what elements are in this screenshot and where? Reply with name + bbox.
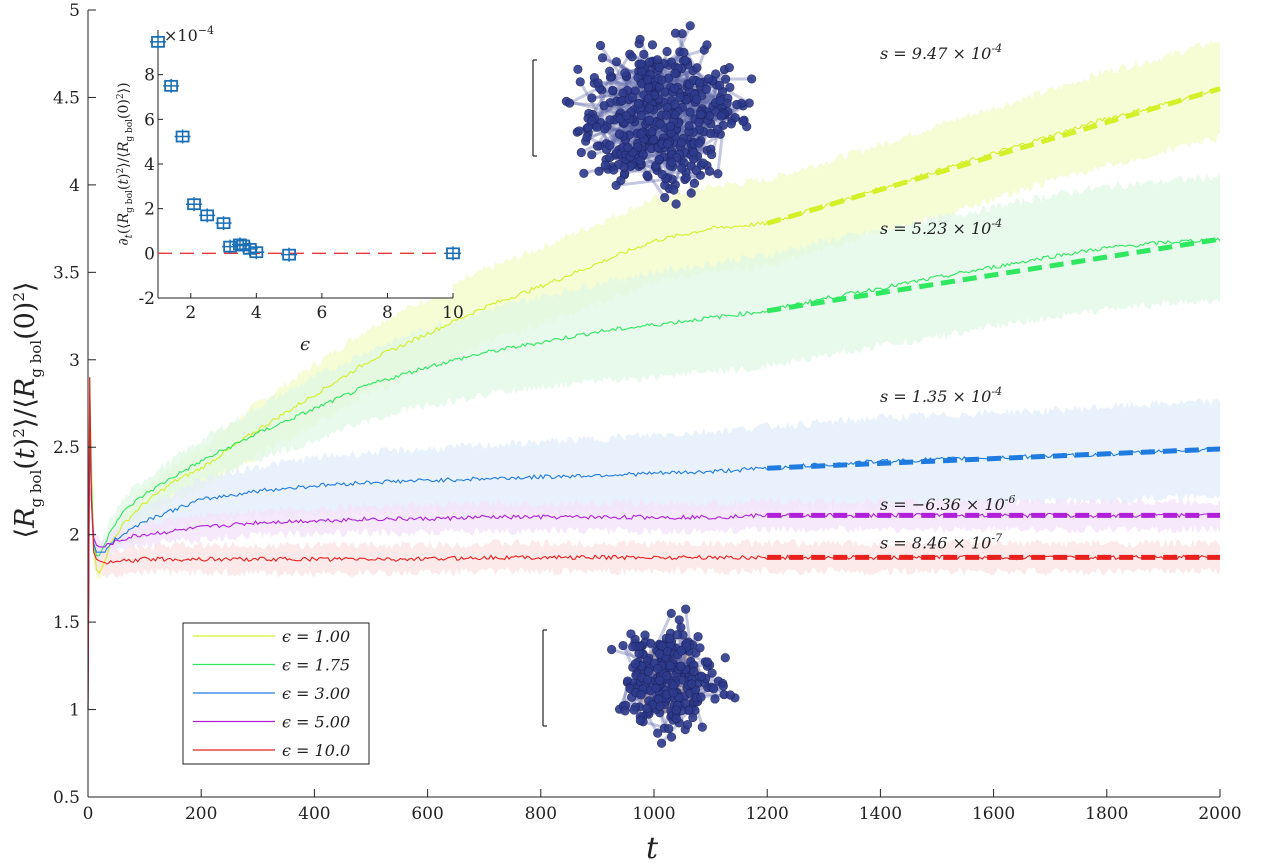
inset-y-tick-label: 4 [144,155,155,175]
x-tick-label: 0 [83,804,94,824]
inset-x-label: ϵ [300,334,310,355]
y-tick-label: 5 [69,1,80,21]
legend-label: ϵ = 5.00 [282,713,350,732]
y-tick-label: 1 [69,701,80,721]
y-tick-label: 1.5 [53,613,80,633]
y-tick-label: 4 [69,176,80,196]
inset-x-tick-label: 6 [316,303,327,323]
x-tick-label: 1800 [1085,804,1128,824]
x-tick-label: 400 [298,804,330,824]
inset-data-point [222,240,238,254]
inset-data-point [175,130,191,144]
inset-x-tick-label: 10 [442,303,464,323]
x-tick-label: 1000 [632,804,675,824]
inset-x-tick-label: 8 [382,303,393,323]
y-tick-label: 0.5 [53,788,80,808]
x-tick-label: 800 [525,804,557,824]
inset-y-tick-label: -2 [138,289,155,309]
y-tick-label: 2 [69,526,80,546]
x-tick-label: 1400 [859,804,902,824]
x-axis-label: t [646,831,659,863]
y-tick-label: 2.5 [53,438,80,458]
legend-label: ϵ = 3.00 [282,684,350,703]
slope-label: s = 1.35 × 10-4 [880,385,1002,406]
inset-data-point [163,79,179,93]
legend-label: ϵ = 10.0 [282,741,350,760]
inset-data-point [445,246,461,260]
inset-y-tick-label: 8 [144,66,155,86]
x-tick-label: 2000 [1198,804,1241,824]
inset-x-tick-label: 4 [251,303,262,323]
inset-y-tick-label: 6 [144,110,155,130]
inset-data-point [216,216,232,230]
y-tick-label: 4.5 [53,88,80,108]
inset-y-tick-label: 2 [144,200,155,220]
slope-label: s = 5.23 × 10-4 [880,217,1002,238]
legend-label: ϵ = 1.75 [282,656,350,675]
y-tick-label: 3.5 [53,263,80,283]
inset-data-point [281,248,297,262]
y-tick-label: 3 [69,351,80,371]
inset-y-tick-label: 0 [144,244,155,264]
inset-data-point [186,197,202,211]
slope-label: s = −6.36 × 10-6 [880,493,1015,514]
legend: ϵ = 1.00 ϵ = 1.75 ϵ = 3.00 ϵ = 5.00 ϵ = 10.0 [183,623,369,764]
x-tick-label: 200 [185,804,217,824]
inset-data-point [248,245,264,259]
x-tick-label: 600 [411,804,443,824]
slope-label: s = 9.47 × 10-4 [880,42,1002,63]
inset-x-tick-label: 2 [185,303,196,323]
x-tick-label: 1600 [972,804,1015,824]
inset-data-point [199,208,215,222]
x-tick-label: 1200 [746,804,789,824]
slope-label: s = 8.46 × 10-7 [880,532,1002,553]
legend-label: ϵ = 1.00 [282,627,350,646]
